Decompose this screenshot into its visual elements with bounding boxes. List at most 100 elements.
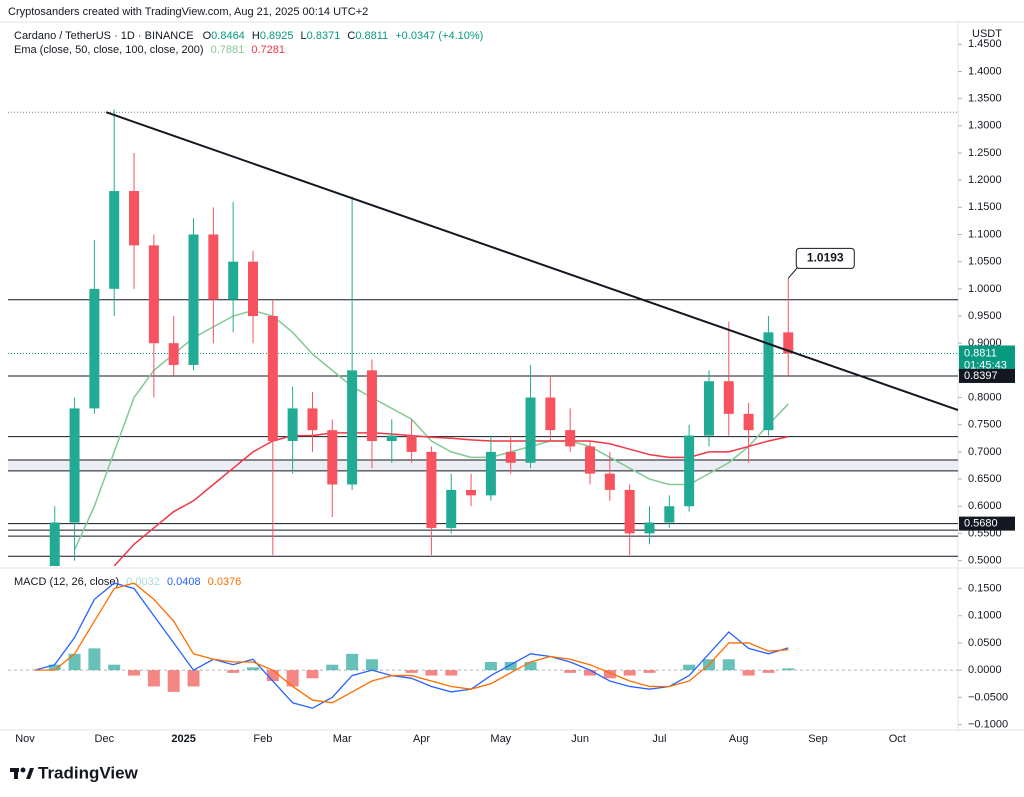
candle-body <box>168 343 179 365</box>
candle-body <box>188 234 199 365</box>
candle-body <box>208 234 219 300</box>
candle-body <box>347 370 358 485</box>
histogram-bar <box>722 659 735 671</box>
y-tick-label: 0.7000 <box>968 446 1002 458</box>
ohlc-value: 0.8371 <box>307 30 341 42</box>
histogram-bar <box>425 670 438 676</box>
x-tick-label: Sep <box>808 733 828 745</box>
candle-body <box>49 522 60 566</box>
indicator-line <box>34 582 789 709</box>
histogram-bar <box>762 670 775 673</box>
ema-value: 0.7281 <box>251 44 285 56</box>
candle-body <box>545 397 556 431</box>
histogram-bar <box>88 648 101 671</box>
candle-body <box>129 191 140 246</box>
candle-body <box>604 473 615 490</box>
y-tick-label: 0.5000 <box>968 554 1002 566</box>
histogram-bar <box>524 661 537 671</box>
ema-value: 0.7881 <box>211 44 245 56</box>
histogram-bar <box>504 661 517 671</box>
x-tick-label: Apr <box>413 733 430 745</box>
x-tick-label: Feb <box>253 733 272 745</box>
histogram-bar <box>405 670 418 673</box>
histogram-bar <box>445 670 458 676</box>
y-tick-label: 0.0500 <box>968 637 1002 649</box>
candle-body <box>426 451 437 528</box>
histogram-bar <box>365 659 378 671</box>
x-tick-label: Mar <box>333 733 352 745</box>
candle-body <box>525 397 536 463</box>
candle-body <box>684 435 695 507</box>
last-price-box <box>959 345 1015 372</box>
trendline <box>105 111 958 411</box>
histogram-bar <box>48 664 61 671</box>
candle-body <box>485 451 496 496</box>
candle-body <box>287 408 298 442</box>
histogram-bar <box>643 670 656 673</box>
y-tick-label: −0.1000 <box>968 718 1008 730</box>
brand: TradingView <box>38 763 139 782</box>
candle-body <box>148 245 159 344</box>
candle-body <box>228 261 239 300</box>
ohlc-value: 0.8464 <box>211 30 245 42</box>
y-tick-label: 0.9500 <box>968 310 1002 322</box>
y-tick-label: 1.2000 <box>968 174 1002 186</box>
symbol-legend: Cardano / TetherUS · 1D · BINANCE O0.846… <box>14 30 483 42</box>
ohlc-value: 0.8811 <box>355 30 388 42</box>
candle-body <box>644 522 655 534</box>
y-tick-label: −0.0500 <box>968 691 1008 703</box>
ohlc-key: H <box>252 30 260 42</box>
y-tick-label: 0.0000 <box>968 664 1002 676</box>
y-tick-label: 0.1500 <box>968 582 1002 594</box>
histogram-bar <box>742 670 755 676</box>
logo <box>10 767 34 779</box>
macd-legend: MACD (12, 26, close) 0.0032 0.0408 0.037… <box>14 576 241 588</box>
indicator-line <box>113 432 789 566</box>
candle-body <box>247 261 258 317</box>
candle-body <box>743 413 754 431</box>
histogram-bar <box>683 664 696 671</box>
y-tick-label: 1.4000 <box>968 65 1002 77</box>
x-tick-label: Jul <box>652 733 666 745</box>
histogram-bar <box>128 670 141 676</box>
callout-box <box>795 247 855 269</box>
support-zone <box>8 460 958 471</box>
macd-pane <box>8 582 958 709</box>
histogram-bar <box>286 670 299 687</box>
histogram-bar <box>306 670 319 679</box>
y-tick-label: 0.6500 <box>968 473 1002 485</box>
histogram-bar <box>584 670 597 676</box>
candle-body <box>327 430 338 485</box>
ohlc-key: L <box>301 30 307 42</box>
level-label-box <box>959 516 1015 531</box>
change: +0.0347 (+4.10%) <box>395 30 483 42</box>
y-tick-label: 1.0000 <box>968 283 1002 295</box>
macd-value: 0.0376 <box>208 576 242 588</box>
macd-label: MACD (12, 26, close) <box>14 576 119 588</box>
x-tick-label: Oct <box>889 733 906 745</box>
callout-label: 1.0193 <box>807 251 844 265</box>
histogram-bar <box>108 664 121 671</box>
countdown: 01:45:43 <box>964 359 1007 371</box>
y-tick-label: 0.1000 <box>968 610 1002 622</box>
macd-value: 0.0408 <box>167 576 201 588</box>
y-tick-label: 0.7500 <box>968 419 1002 431</box>
histogram-bar <box>147 670 160 687</box>
y-tick-label: 0.6000 <box>968 500 1002 512</box>
candle-body <box>664 506 675 523</box>
ohlc-key: C <box>347 30 355 42</box>
candle-body <box>446 489 457 528</box>
candle-body <box>69 408 80 523</box>
y-tick-label: 0.8000 <box>968 391 1002 403</box>
x-tick-label: May <box>490 733 511 745</box>
y-tick-label: 1.3000 <box>968 120 1002 132</box>
histogram-bar <box>227 670 240 673</box>
currency: USDT <box>972 28 1002 40</box>
indicator-line <box>34 582 789 704</box>
candle-body <box>30 620 40 647</box>
macd-value: 0.0032 <box>126 576 160 588</box>
y-tick-label: 1.4500 <box>968 38 1002 50</box>
ohlc-value: 0.8925 <box>260 30 294 42</box>
candle-body <box>109 191 120 289</box>
